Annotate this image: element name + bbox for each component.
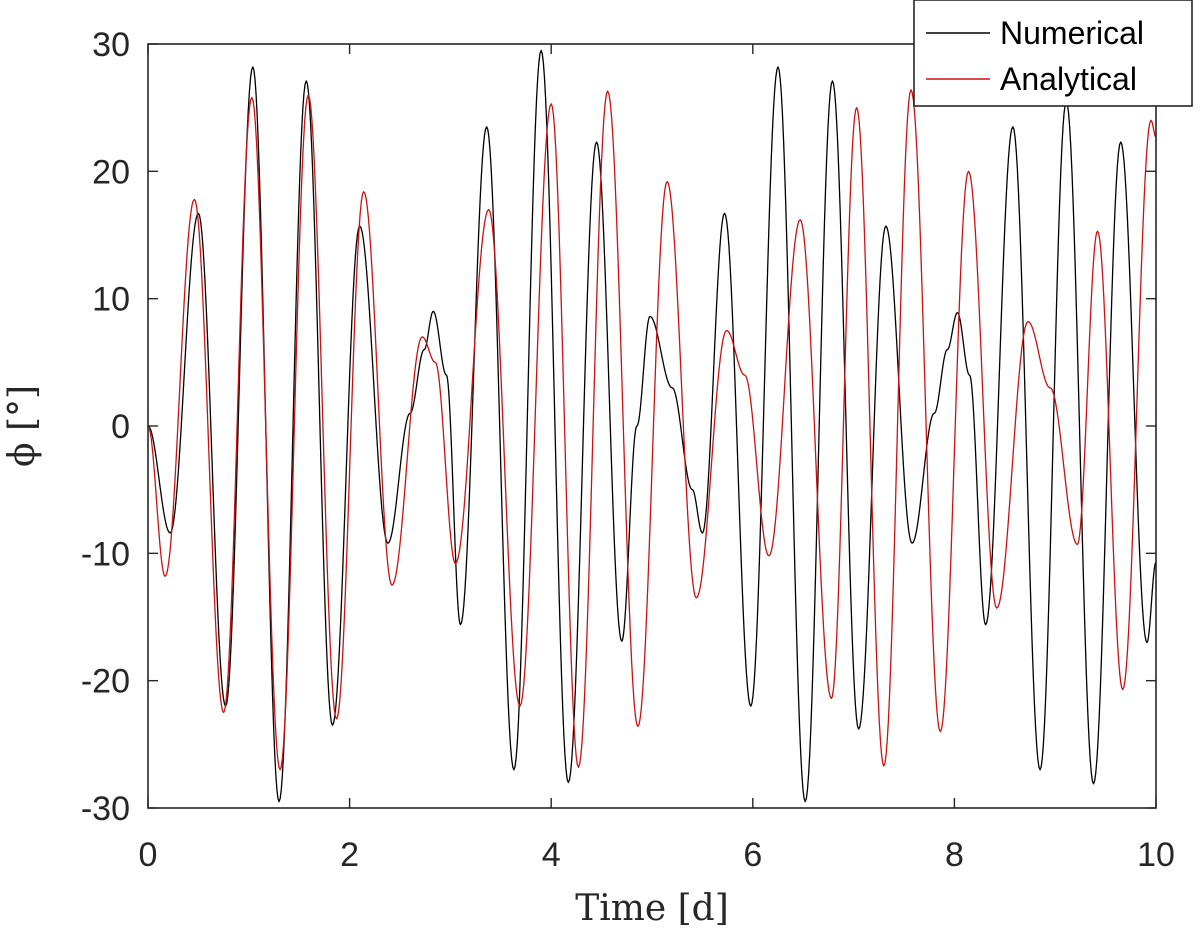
x-tick-label: 2 bbox=[340, 836, 359, 874]
x-axis-title: Time [d] bbox=[575, 888, 729, 929]
axis-ticks bbox=[147, 43, 1157, 809]
y-tick-label: 0 bbox=[111, 408, 130, 446]
y-tick-label: 30 bbox=[92, 26, 130, 64]
y-tick-label: -30 bbox=[81, 790, 130, 828]
y-tick-label: -20 bbox=[81, 663, 130, 701]
axis-tick-labels: 0 2 4 6 8 10 -30 -20 -10 0 10 20 30 bbox=[81, 26, 1175, 874]
legend: Numerical Analytical bbox=[913, 0, 1193, 107]
legend-label-analytical: Analytical bbox=[1000, 61, 1137, 97]
legend-label-numerical: Numerical bbox=[1000, 15, 1144, 51]
x-tick-label: 4 bbox=[542, 836, 561, 874]
x-tick-label: 10 bbox=[1137, 836, 1175, 874]
x-tick-label: 0 bbox=[139, 836, 158, 874]
series-line-numerical bbox=[147, 49, 1157, 803]
x-tick-label: 6 bbox=[743, 836, 762, 874]
legend-box bbox=[913, 0, 1193, 107]
y-axis-title: ϕ [°] bbox=[2, 385, 43, 467]
series-line-analytical bbox=[147, 89, 1157, 771]
y-tick-label: 10 bbox=[92, 281, 130, 319]
axes-box bbox=[147, 43, 1157, 809]
x-tick-label: 8 bbox=[945, 836, 964, 874]
plot-series bbox=[147, 49, 1157, 803]
y-tick-label: -10 bbox=[81, 535, 130, 573]
y-tick-label: 20 bbox=[92, 153, 130, 191]
